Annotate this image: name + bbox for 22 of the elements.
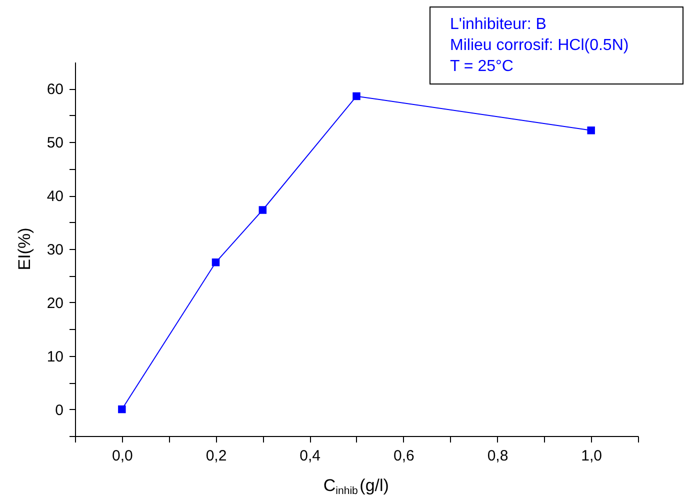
y-tick-label: 20 [46, 294, 64, 312]
x-tick-label: 0,8 [487, 448, 508, 464]
annotation: T = 25°C [450, 58, 514, 75]
point [258, 206, 267, 214]
y-tick-label: 40 [46, 188, 64, 206]
y-tick-label: 30 [46, 242, 64, 258]
text: L'inhibiteur: B [450, 16, 546, 33]
point [587, 126, 595, 134]
y-axis-title: EI(%) [15, 228, 34, 270]
y-tick-label: 50 [46, 134, 64, 152]
point [118, 405, 126, 414]
point [212, 258, 220, 266]
y-tick-label: 60 [46, 81, 64, 98]
x-tick-label: 0,0 [112, 448, 133, 464]
x-tick-label: 1,0 [581, 448, 602, 464]
point [352, 92, 360, 100]
x-tick-label: 0,2 [206, 448, 227, 464]
y-tick-label: 10 [46, 348, 64, 366]
x-tick-label: 0,6 [393, 448, 414, 464]
x-tick-label: 0,4 [300, 448, 321, 464]
text: Milieu corrosif: HCl(0.5N) [450, 37, 629, 54]
y-tick-label: 0 [55, 402, 64, 419]
